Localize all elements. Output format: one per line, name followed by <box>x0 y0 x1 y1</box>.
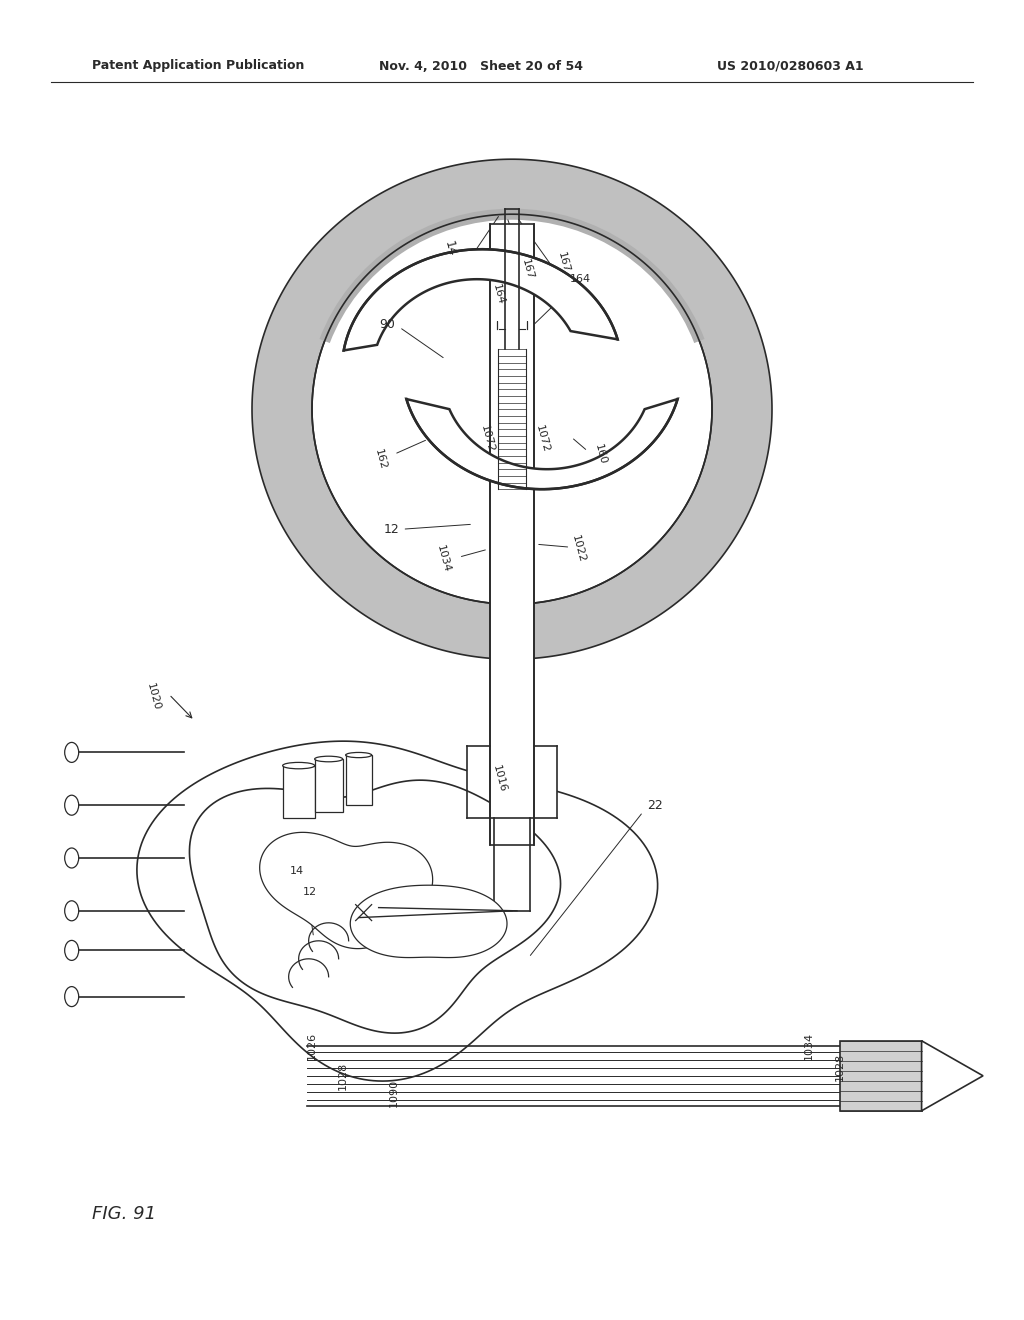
Text: 1090: 1090 <box>389 1078 399 1107</box>
Text: 90: 90 <box>379 318 395 331</box>
Text: 12: 12 <box>383 523 399 536</box>
Text: 1072: 1072 <box>535 424 551 454</box>
Text: 22: 22 <box>647 799 664 812</box>
Text: 1072: 1072 <box>479 424 496 454</box>
Polygon shape <box>252 160 772 659</box>
Text: 1034: 1034 <box>804 1031 814 1060</box>
Ellipse shape <box>65 847 79 869</box>
Ellipse shape <box>65 795 79 816</box>
Text: 162: 162 <box>374 447 388 471</box>
Text: 164: 164 <box>492 282 506 306</box>
Ellipse shape <box>283 763 314 768</box>
Text: 1034: 1034 <box>435 544 452 574</box>
Text: 1028: 1028 <box>338 1061 348 1090</box>
Polygon shape <box>922 1040 983 1111</box>
Bar <box>494 818 530 911</box>
Text: 14: 14 <box>442 240 459 259</box>
Bar <box>314 759 343 812</box>
Text: 12: 12 <box>303 887 317 898</box>
Bar <box>840 1040 922 1111</box>
Text: Patent Application Publication: Patent Application Publication <box>92 59 304 73</box>
Bar <box>467 746 557 818</box>
Ellipse shape <box>346 752 372 758</box>
Text: 1016: 1016 <box>492 764 508 793</box>
Polygon shape <box>350 886 507 957</box>
Text: 160: 160 <box>593 442 607 466</box>
Ellipse shape <box>65 986 79 1007</box>
Text: 1020: 1020 <box>145 682 162 711</box>
Bar <box>346 755 372 805</box>
Text: 1022: 1022 <box>570 535 587 564</box>
Ellipse shape <box>65 940 79 961</box>
Text: 1026: 1026 <box>307 1031 317 1060</box>
Text: US 2010/0280603 A1: US 2010/0280603 A1 <box>717 59 863 73</box>
Text: 167: 167 <box>520 257 535 281</box>
Ellipse shape <box>314 756 343 762</box>
Polygon shape <box>407 399 678 490</box>
Bar <box>490 224 534 845</box>
Polygon shape <box>260 833 433 949</box>
Text: FIG. 91: FIG. 91 <box>92 1205 157 1224</box>
Polygon shape <box>189 780 560 1034</box>
Polygon shape <box>344 249 617 350</box>
Text: 167: 167 <box>556 251 570 273</box>
Ellipse shape <box>65 900 79 921</box>
Polygon shape <box>312 214 712 605</box>
Text: 14: 14 <box>290 866 304 876</box>
Bar <box>283 766 314 818</box>
Ellipse shape <box>65 742 79 763</box>
Text: 1028: 1028 <box>835 1052 845 1081</box>
Text: 164: 164 <box>570 275 591 284</box>
Text: Nov. 4, 2010   Sheet 20 of 54: Nov. 4, 2010 Sheet 20 of 54 <box>379 59 583 73</box>
